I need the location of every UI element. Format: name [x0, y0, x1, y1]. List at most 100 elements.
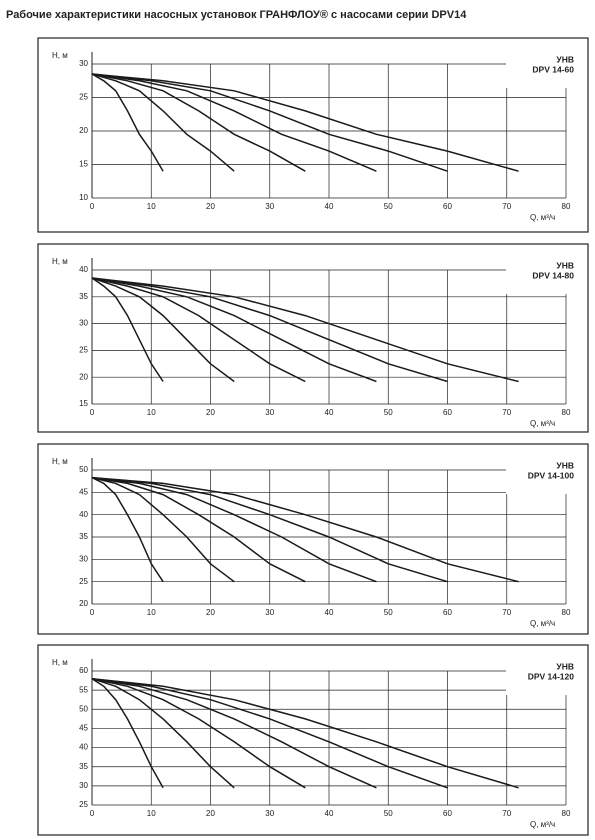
- pump-curve: [91, 476, 164, 583]
- pump-curve: [91, 476, 448, 583]
- y-tick-label: 10: [79, 193, 88, 202]
- pump-curve: [91, 277, 448, 383]
- y-tick-label: 30: [79, 781, 88, 790]
- x-tick-label: 60: [443, 202, 452, 211]
- pump-curve: [91, 277, 306, 383]
- chart-panel: [37, 443, 589, 635]
- x-tick-label: 10: [147, 608, 156, 617]
- x-tick-label: 70: [502, 809, 511, 818]
- x-tick-label: 80: [562, 608, 571, 617]
- y-tick-label: 20: [79, 372, 88, 381]
- pump-curve: [91, 476, 306, 583]
- y-tick-label: 50: [79, 465, 88, 474]
- x-tick-label: 60: [443, 809, 452, 818]
- y-tick-label: 55: [79, 685, 88, 694]
- x-tick-label: 0: [90, 202, 95, 211]
- x-tick-label: 40: [325, 202, 334, 211]
- x-tick-label: 50: [384, 408, 393, 417]
- x-tick-label: 0: [90, 408, 95, 417]
- y-tick-label: 60: [79, 666, 88, 675]
- x-tick-label: 70: [502, 608, 511, 617]
- pump-curve: [91, 677, 519, 789]
- white-label-box: [506, 665, 568, 695]
- pump-curve: [91, 73, 306, 172]
- x-tick-label: 60: [443, 408, 452, 417]
- x-tick-label: 50: [384, 809, 393, 818]
- pump-curve: [91, 476, 235, 583]
- model-label: DPV 14-120: [528, 671, 575, 681]
- x-tick-label: 40: [325, 608, 334, 617]
- y-tick-label: 35: [79, 762, 88, 771]
- y-tick-label: 45: [79, 724, 88, 733]
- y-tick-label: 30: [79, 554, 88, 563]
- x-tick-label: 20: [206, 809, 215, 818]
- x-axis-label: Q, м³/ч: [530, 619, 555, 628]
- y-tick-label: 25: [79, 577, 88, 586]
- y-tick-label: 45: [79, 487, 88, 496]
- white-label-box: [506, 58, 568, 88]
- y-tick-label: 25: [79, 346, 88, 355]
- y-tick-label: 35: [79, 532, 88, 541]
- y-tick-label: 40: [79, 743, 88, 752]
- x-tick-label: 50: [384, 608, 393, 617]
- x-tick-label: 80: [562, 202, 571, 211]
- y-tick-label: 50: [79, 704, 88, 713]
- pump-curve: [91, 73, 519, 172]
- x-tick-label: 70: [502, 408, 511, 417]
- model-label: DPV 14-60: [532, 64, 574, 74]
- y-tick-label: 40: [79, 265, 88, 274]
- y-tick-label: 20: [79, 126, 88, 135]
- x-tick-label: 60: [443, 608, 452, 617]
- x-tick-label: 80: [562, 809, 571, 818]
- x-tick-label: 10: [147, 202, 156, 211]
- y-tick-label: 40: [79, 510, 88, 519]
- model-label: УНВ: [556, 460, 574, 470]
- x-tick-label: 30: [265, 408, 274, 417]
- chart-panel: [37, 243, 589, 433]
- pump-curve: [91, 677, 448, 789]
- x-tick-label: 40: [325, 809, 334, 818]
- x-tick-label: 30: [265, 608, 274, 617]
- y-axis-label: H, м: [52, 51, 68, 60]
- pump-curve: [91, 277, 519, 383]
- x-tick-label: 30: [265, 809, 274, 818]
- x-tick-label: 30: [265, 202, 274, 211]
- chart-panel: [37, 644, 589, 836]
- y-tick-label: 35: [79, 292, 88, 301]
- pump-curve: [91, 476, 377, 583]
- x-tick-label: 10: [147, 809, 156, 818]
- model-label: DPV 14-100: [528, 470, 575, 480]
- x-tick-label: 70: [502, 202, 511, 211]
- pump-curve: [91, 73, 164, 172]
- y-tick-label: 15: [79, 160, 88, 169]
- pump-curve: [91, 73, 235, 172]
- y-tick-label: 30: [79, 59, 88, 68]
- y-tick-label: 25: [79, 800, 88, 809]
- x-tick-label: 40: [325, 408, 334, 417]
- x-tick-label: 0: [90, 608, 95, 617]
- pump-curve: [91, 677, 235, 789]
- y-axis-label: H, м: [52, 457, 68, 466]
- y-tick-label: 25: [79, 93, 88, 102]
- pump-curve: [91, 677, 377, 789]
- model-label: УНВ: [556, 260, 574, 270]
- x-tick-label: 0: [90, 809, 95, 818]
- y-axis-label: H, м: [52, 658, 68, 667]
- x-axis-label: Q, м³/ч: [530, 213, 555, 222]
- y-tick-label: 15: [79, 399, 88, 408]
- model-label: DPV 14-80: [532, 270, 574, 280]
- x-axis-label: Q, м³/ч: [530, 419, 555, 428]
- page-title: Рабочие характеристики насосных установо…: [6, 9, 467, 21]
- x-tick-label: 20: [206, 608, 215, 617]
- x-tick-label: 20: [206, 202, 215, 211]
- pump-curve: [91, 277, 235, 383]
- x-tick-label: 10: [147, 408, 156, 417]
- x-tick-label: 80: [562, 408, 571, 417]
- white-label-box: [506, 464, 568, 494]
- pump-curve: [91, 73, 448, 172]
- pump-curve: [91, 277, 377, 383]
- x-axis-label: Q, м³/ч: [530, 820, 555, 829]
- y-tick-label: 30: [79, 319, 88, 328]
